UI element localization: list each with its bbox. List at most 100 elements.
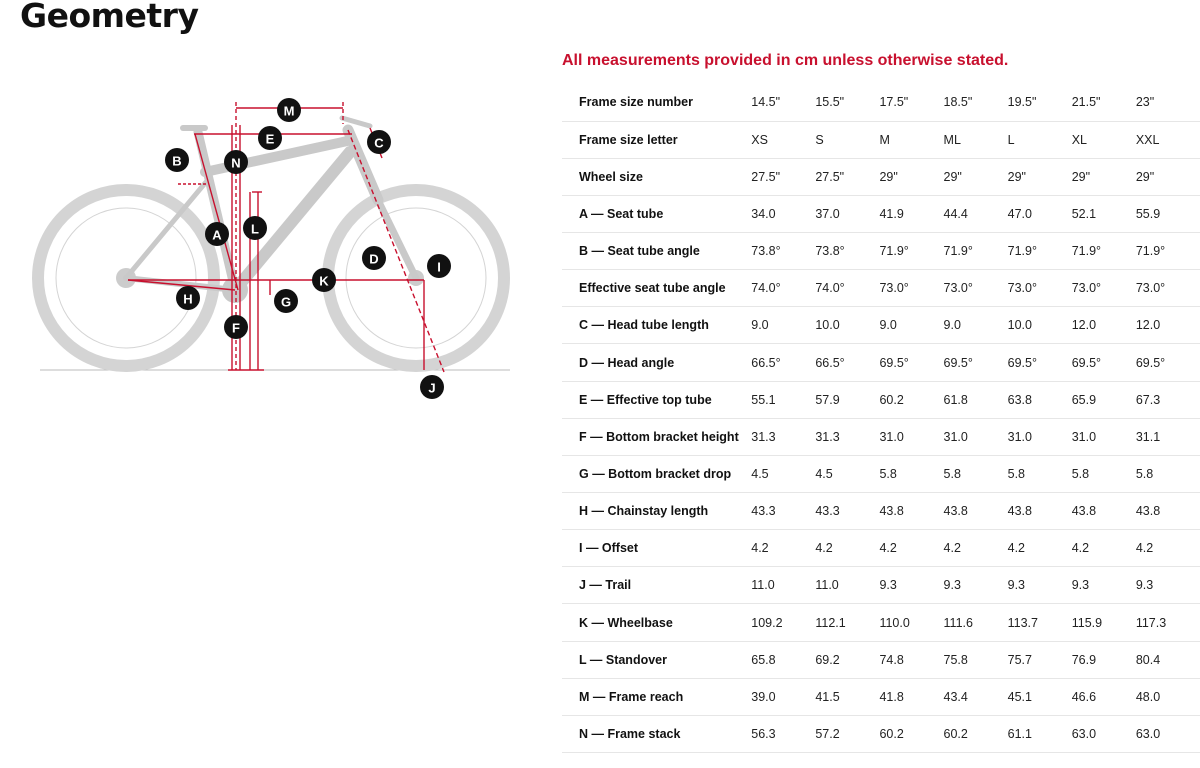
- table-cell: 9.3: [1071, 578, 1090, 593]
- label-d: D: [362, 246, 386, 270]
- label-h: H: [176, 286, 200, 310]
- table-row: J — Trail 11.0 11.0 9.3 9.3 9.3 9.3 9.3: [562, 567, 1200, 604]
- label-i: I: [427, 254, 451, 278]
- label-b: B: [165, 148, 189, 172]
- row-label: N — Frame stack: [579, 726, 681, 741]
- table-cell: XS: [751, 132, 768, 147]
- table-cell: 43.8: [1007, 504, 1032, 519]
- row-label: Wheel size: [579, 169, 643, 184]
- table-cell: 4.5: [815, 466, 833, 481]
- table-cell: 61.8: [943, 392, 968, 407]
- table-cell: 31.1: [1135, 429, 1161, 444]
- table-cell: 73.0°: [943, 281, 973, 296]
- table-row: L — Standover 65.8 69.2 74.8 75.8 75.7 76.9 80.…: [562, 641, 1200, 679]
- table-cell: 73.0°: [879, 281, 909, 296]
- row-label: C — Head tube length: [579, 318, 709, 333]
- svg-text:N: N: [231, 156, 240, 171]
- table-cell: 48.0: [1135, 689, 1161, 704]
- table-cell: 4.2: [943, 541, 961, 556]
- table-cell: 9.0: [879, 318, 897, 333]
- table-cell: 73.8°: [815, 244, 845, 259]
- table-cell: 65.9: [1071, 392, 1097, 407]
- row-label: E — Effective top tube: [579, 392, 712, 407]
- table-cell: 4.5: [751, 466, 769, 481]
- table-cell: 43.8: [943, 504, 968, 519]
- row-label: Frame size number: [579, 95, 693, 110]
- label-k: K: [312, 268, 336, 292]
- table-cell: 23": [1135, 95, 1155, 110]
- table-cell: 37.0: [815, 206, 840, 221]
- table-cell: 5.8: [943, 466, 961, 481]
- table-cell: 34.0: [751, 206, 776, 221]
- table-cell: XXL: [1135, 132, 1160, 147]
- table-cell: 71.9°: [943, 244, 973, 259]
- label-l: L: [243, 216, 267, 240]
- table-cell: 45.1: [1007, 689, 1032, 704]
- table-cell: 69.5°: [1071, 355, 1102, 370]
- table-cell: 55.9: [1135, 206, 1161, 221]
- table-cell: 69.5°: [1135, 355, 1166, 370]
- svg-text:E: E: [266, 132, 275, 147]
- table-cell: 29": [943, 169, 962, 184]
- table-cell: 39.0: [751, 689, 776, 704]
- table-cell: 69.5°: [879, 355, 909, 370]
- table-cell: 10.0: [1007, 318, 1032, 333]
- table-cell: 4.2: [815, 541, 833, 556]
- table-cell: 44.4: [943, 206, 968, 221]
- row-label: D — Head angle: [579, 355, 675, 370]
- table-cell: 41.9: [879, 206, 904, 221]
- svg-text:C: C: [374, 136, 384, 151]
- table-cell: 41.5: [815, 689, 840, 704]
- table-row: H — Chainstay length 43.3 43.3 43.8 43.8 43.8…: [562, 493, 1200, 530]
- table-cell: 31.3: [751, 429, 776, 444]
- table-cell: 31.0: [879, 429, 904, 444]
- table-cell: 71.9°: [1071, 244, 1102, 259]
- table-row: K — Wheelbase 109.2 112.1 110.0 111.6 113.7 11…: [562, 604, 1200, 642]
- table-cell: 31.0: [1007, 429, 1032, 444]
- table-cell: 12.0: [1135, 318, 1161, 333]
- table-cell: 67.3: [1135, 392, 1161, 407]
- svg-text:B: B: [172, 154, 181, 169]
- table-cell: 71.9°: [1007, 244, 1037, 259]
- table-cell: 60.2: [943, 726, 968, 741]
- table-row: Wheel size 27.5" 27.5" 29" 29" 29" 29" 29": [562, 158, 1200, 196]
- row-label: I — Offset: [579, 541, 639, 556]
- row-label: Effective seat tube angle: [579, 281, 726, 296]
- row-label: K — Wheelbase: [579, 615, 673, 630]
- table-cell: 55.1: [751, 392, 776, 407]
- table-cell: 29": [1007, 169, 1026, 184]
- table-row: B — Seat tube angle 73.8° 73.8° 71.9° 71.9° 7…: [562, 233, 1200, 270]
- table-cell: 57.9: [815, 392, 840, 407]
- svg-text:G: G: [281, 295, 291, 310]
- table-cell: 71.9°: [879, 244, 909, 259]
- table-cell: 76.9: [1071, 652, 1097, 667]
- table-cell: 69.5°: [1007, 355, 1037, 370]
- table-cell: 4.2: [1007, 541, 1026, 556]
- table-cell: 117.3: [1135, 615, 1167, 630]
- label-f: F: [224, 315, 248, 339]
- table-cell: 75.7: [1007, 652, 1032, 667]
- table-cell: 80.4: [1135, 652, 1161, 667]
- table-cell: 74.0°: [815, 281, 845, 296]
- table-row: N — Frame stack 56.3 57.2 60.2 60.2 61.1 63.0 6…: [562, 715, 1200, 753]
- table-cell: 43.8: [1135, 504, 1161, 519]
- svg-text:I: I: [437, 260, 441, 275]
- table-cell: 10.0: [815, 318, 840, 333]
- table-cell: 9.0: [751, 318, 769, 333]
- table-cell: 11.0: [815, 578, 839, 593]
- table-cell: 4.2: [879, 541, 897, 556]
- table-row: F — Bottom bracket height 31.3 31.3 31.0 31.…: [562, 418, 1200, 456]
- table-cell: 71.9°: [1135, 244, 1166, 259]
- table-row: A — Seat tube 34.0 37.0 41.9 44.4 47.0 52.1 55.…: [562, 195, 1200, 233]
- row-label: B — Seat tube angle: [579, 244, 700, 259]
- table-row: Frame size number 14.5" 15.5" 17.5" 18.5" 19.…: [562, 84, 1200, 122]
- table-cell: 5.8: [879, 466, 897, 481]
- table-cell: 12.0: [1071, 318, 1097, 333]
- table-cell: 73.8°: [751, 244, 781, 259]
- label-c: C: [367, 130, 391, 154]
- table-cell: 43.4: [943, 689, 968, 704]
- table-cell: 69.2: [815, 652, 840, 667]
- label-e: E: [258, 126, 282, 150]
- table-cell: 43.8: [1071, 504, 1097, 519]
- table-cell: 66.5°: [751, 355, 781, 370]
